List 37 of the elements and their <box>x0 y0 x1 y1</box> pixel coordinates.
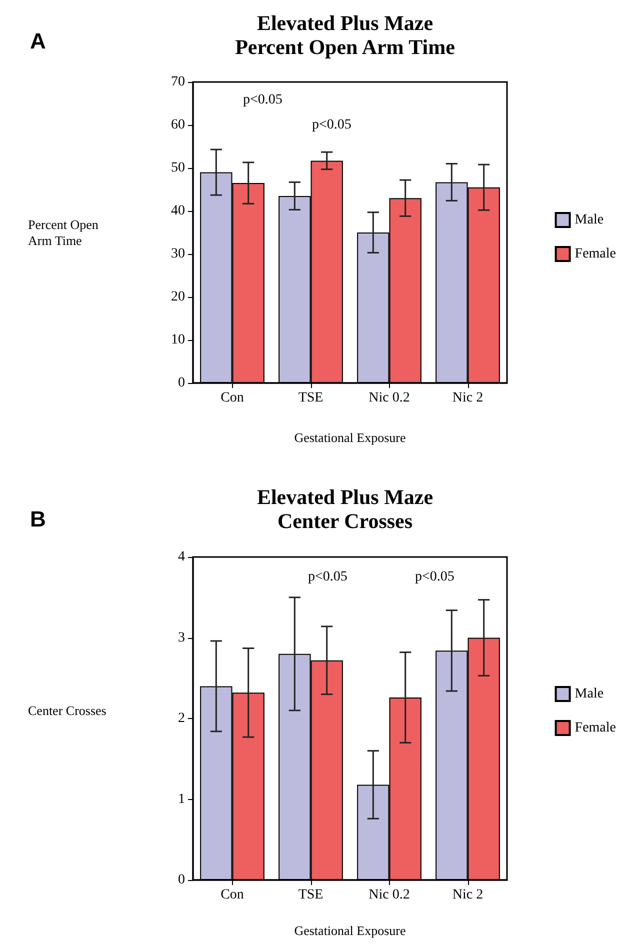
x-tick-label: Nic 0.2 <box>368 888 410 902</box>
x-tick-label: Nic 2 <box>452 390 484 406</box>
y-tick-label: 30 <box>171 246 185 262</box>
y-tick-label: 50 <box>171 160 185 176</box>
legend-label: Male <box>574 212 604 228</box>
x-axis-title: Gestational Exposure <box>294 430 406 445</box>
annotation: p<0.05 <box>308 570 348 584</box>
x-tick-label: Con <box>220 390 244 406</box>
x-axis-title: Gestational Exposure <box>294 923 406 938</box>
x-tick-label: Nic 2 <box>452 888 484 902</box>
y-tick-label: 2 <box>178 711 185 726</box>
chart-title: Elevated Plus Maze Center Crosses <box>256 485 434 533</box>
y-tick-label: 4 <box>178 550 185 564</box>
legend-label: Female <box>574 720 616 736</box>
text: B <box>30 506 46 532</box>
x-tick-label: TSE <box>298 390 324 406</box>
annotation: p<0.05 <box>243 92 282 108</box>
legend-label: Female <box>574 246 616 262</box>
y-axis-title: Center Crosses <box>28 703 106 718</box>
y-tick-label: 0 <box>178 872 185 888</box>
annotation: p<0.05 <box>312 118 352 132</box>
y-tick-label: 40 <box>171 204 185 218</box>
y-tick-label: 10 <box>171 332 185 348</box>
x-tick-label: Nic 0.2 <box>368 390 410 406</box>
legend-label: Male <box>574 686 604 702</box>
chart-title: Elevated Plus Maze Percent Open Arm Time <box>235 11 455 59</box>
y-axis-title: Percent Open Arm Time <box>28 217 102 248</box>
y-tick-label: 0 <box>178 376 185 390</box>
y-tick-label: 1 <box>178 792 185 807</box>
y-tick-label: 3 <box>178 630 185 646</box>
y-tick-label: 60 <box>171 118 185 132</box>
x-tick-label: Con <box>220 888 244 902</box>
x-tick-label: TSE <box>298 888 324 902</box>
text: A <box>30 28 46 54</box>
y-tick-label: 70 <box>171 74 185 90</box>
annotation: p<0.05 <box>415 570 454 584</box>
y-tick-label: 20 <box>171 290 185 304</box>
